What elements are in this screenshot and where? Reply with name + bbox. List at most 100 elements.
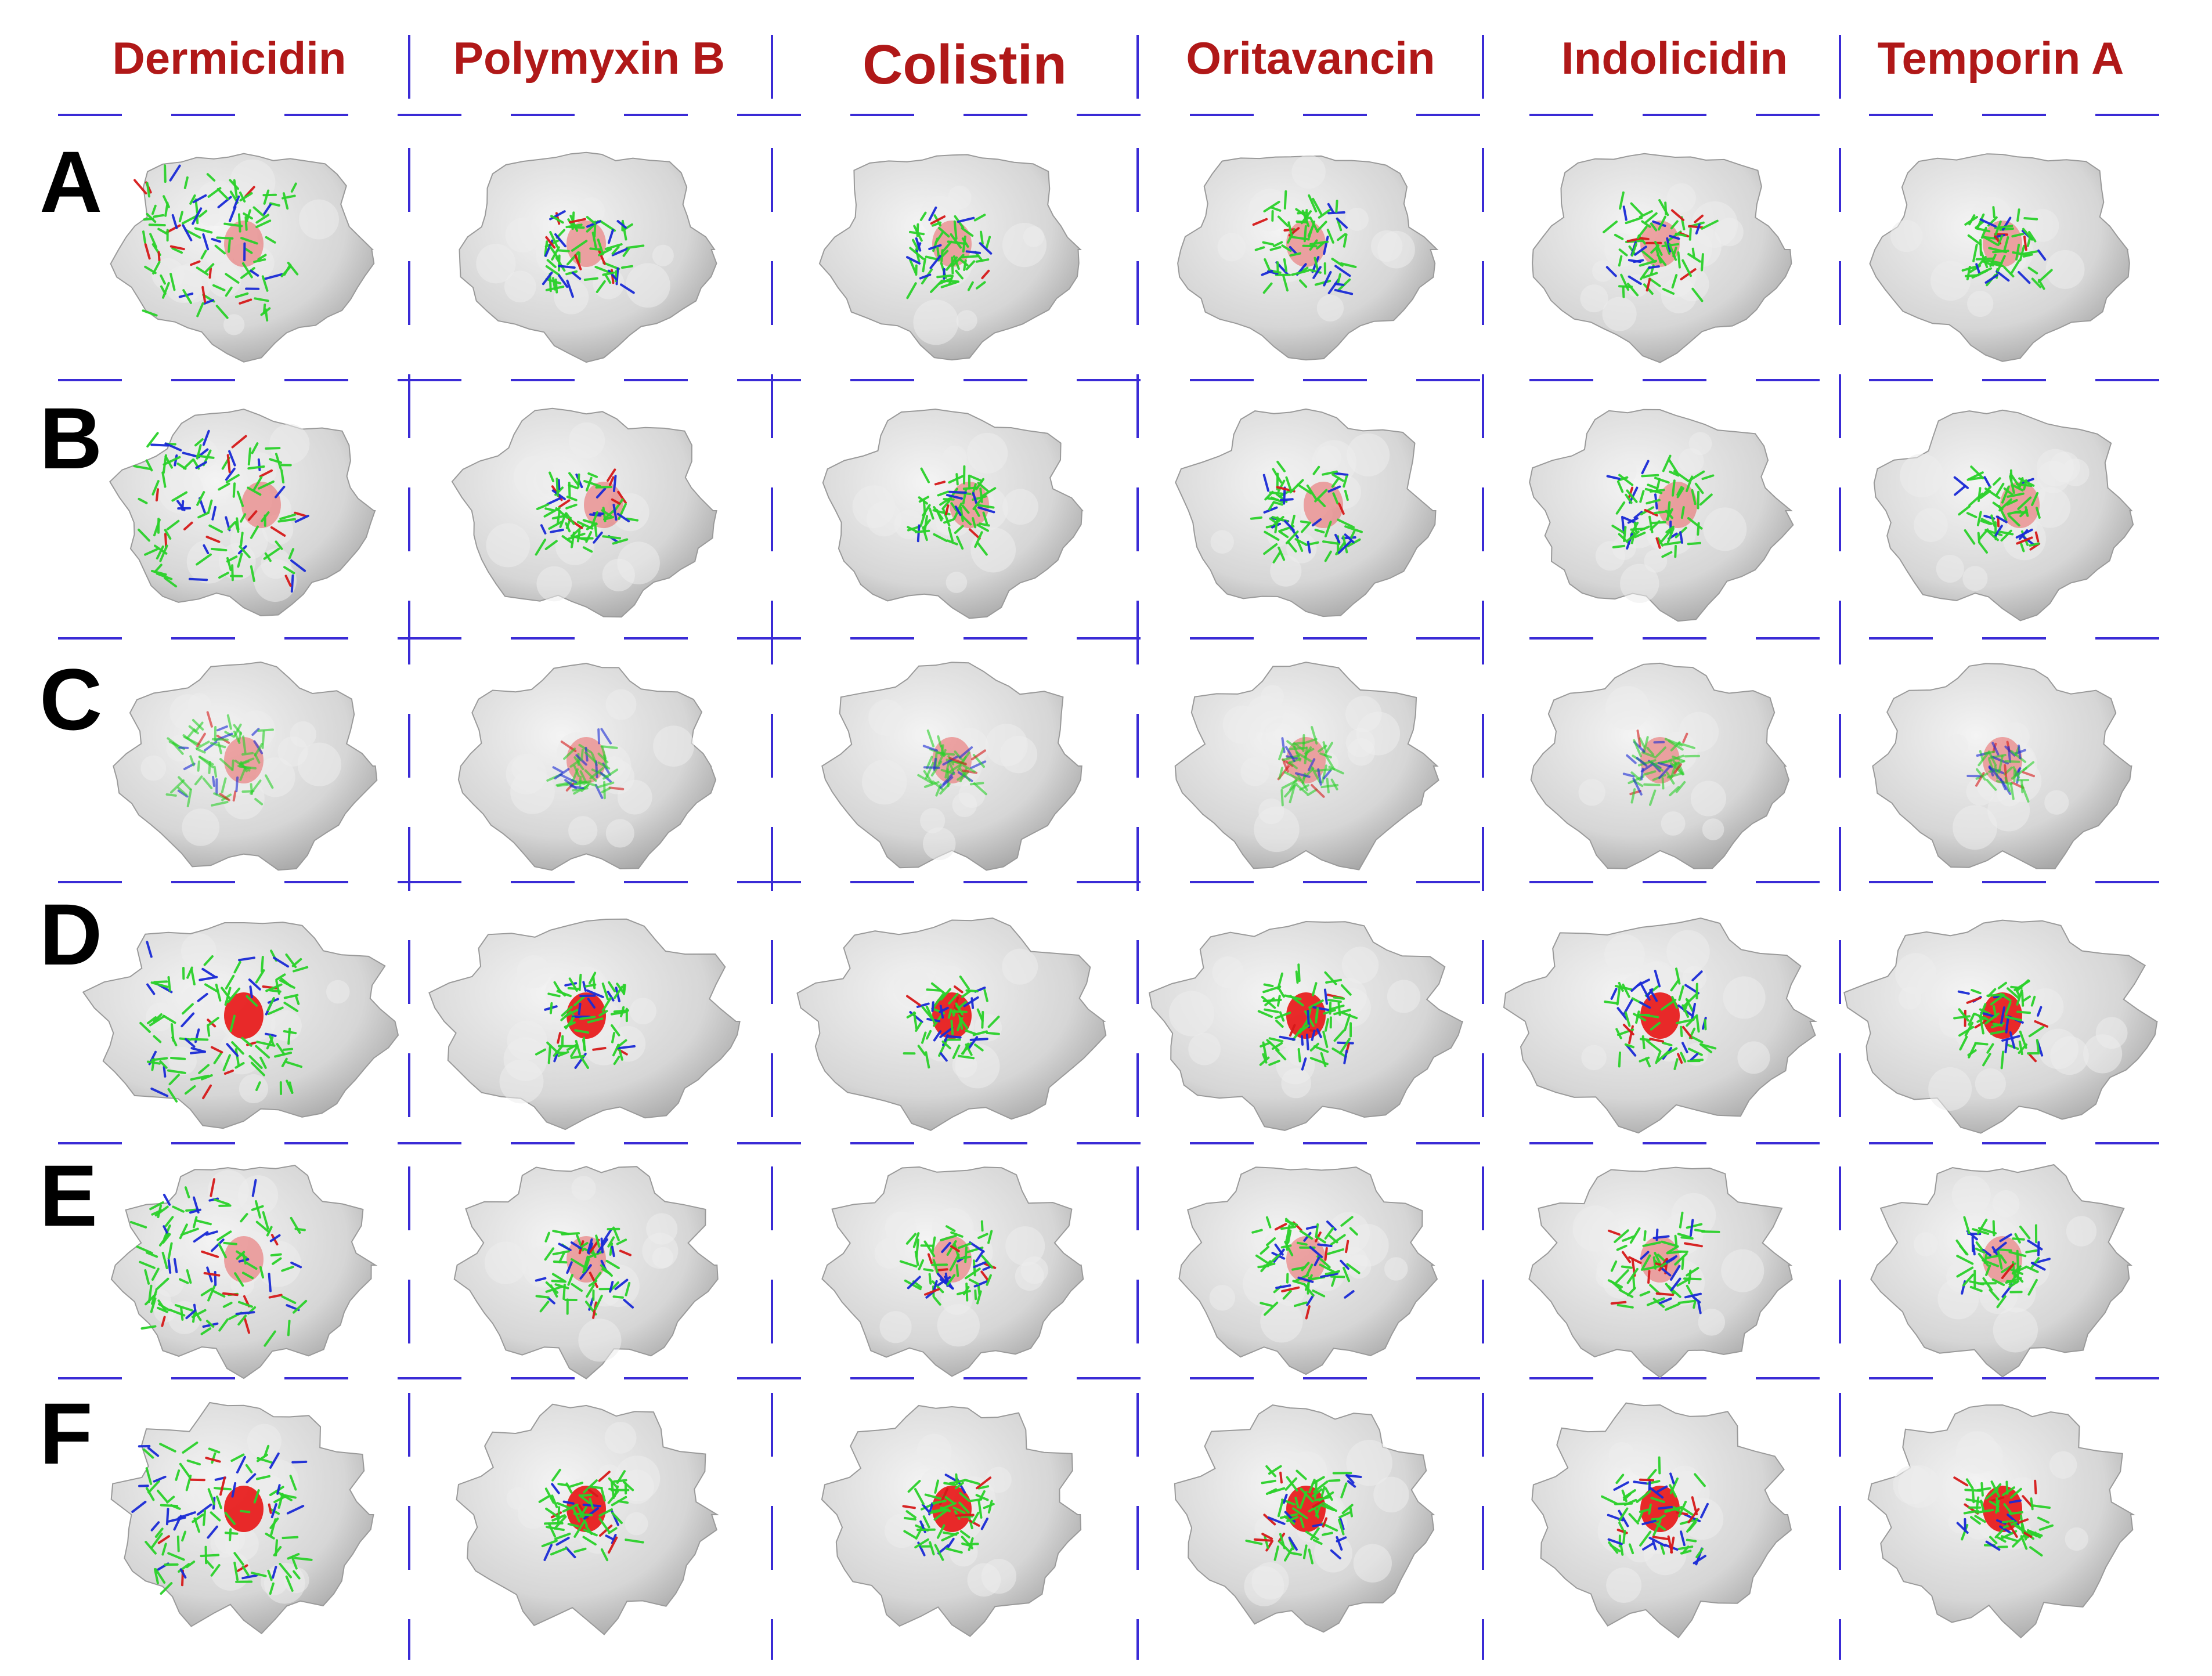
- ligand-bond: [1623, 526, 1627, 543]
- ligand-bond: [1284, 1477, 1298, 1491]
- ligand-bond: [1650, 1497, 1665, 1504]
- ligand-bond: [924, 1288, 940, 1296]
- ligand-bond: [1319, 752, 1332, 758]
- ligand-bond: [208, 1447, 221, 1454]
- ligand-bond: [612, 475, 617, 492]
- ligand-bond: [286, 1505, 305, 1515]
- ligand-bond: [1998, 755, 2004, 774]
- surface-bump: [510, 769, 555, 814]
- ligand-bond: [587, 1489, 598, 1498]
- ligand-bond: [1689, 1219, 1694, 1237]
- ligand-bond: [1633, 1480, 1648, 1485]
- surface-bump: [1966, 777, 1995, 806]
- ligand-bond: [1283, 258, 1288, 272]
- ligand-bond: [2019, 1225, 2031, 1240]
- surface-bump: [1604, 934, 1645, 975]
- row-label-a: A: [39, 133, 103, 230]
- ligand-bond: [571, 532, 575, 548]
- ligand-bond: [982, 511, 988, 525]
- ligand-sticks-icon: [538, 1468, 644, 1562]
- ligand-bond: [182, 1442, 199, 1454]
- ligand-bond: [946, 1225, 956, 1232]
- surface-bump: [517, 955, 550, 989]
- surface-bump: [625, 263, 670, 308]
- ligand-bond: [1649, 1487, 1664, 1499]
- surface-bump: [1946, 734, 1969, 757]
- ligand-bond: [902, 1505, 916, 1509]
- ligand-bond: [544, 1247, 555, 1261]
- ligand-bond: [1314, 529, 1325, 534]
- ligand-bond: [2021, 991, 2025, 1007]
- ligand-bond: [601, 746, 607, 760]
- surface-bump: [1893, 1465, 1932, 1505]
- ligand-bond: [1275, 1284, 1291, 1289]
- ligand-bond: [1650, 1021, 1661, 1031]
- ligand-bond: [166, 1496, 175, 1504]
- ligand-bond: [1641, 460, 1650, 475]
- docking-panel: [1530, 662, 1790, 869]
- ligand-bond: [584, 1258, 590, 1272]
- ligand-bond: [234, 1272, 244, 1287]
- ligand-bond: [1628, 275, 1642, 285]
- ligand-bond: [1316, 1028, 1322, 1038]
- ligand-bond: [918, 1259, 925, 1270]
- ligand-bond: [254, 743, 264, 757]
- ligand-bond: [932, 1280, 944, 1294]
- ligand-bond: [2026, 236, 2031, 247]
- ligand-bond: [572, 1507, 580, 1523]
- surface-bump: [1291, 154, 1326, 189]
- ligand-bond: [151, 204, 157, 215]
- ligand-bond: [151, 480, 160, 496]
- ligand-bond: [138, 528, 150, 542]
- ligand-bond: [1646, 1297, 1665, 1306]
- ligand-bond: [946, 1240, 957, 1256]
- surface-bump: [556, 741, 578, 763]
- ligand-bond: [1284, 520, 1295, 532]
- ligand-bond: [1670, 1265, 1681, 1281]
- surface-bump: [923, 827, 956, 861]
- ligand-bond: [573, 1520, 585, 1538]
- ligand-bond: [240, 532, 244, 547]
- ligand-bond: [1964, 529, 1976, 545]
- ligand-bond: [937, 1268, 948, 1272]
- ligand-bond: [1969, 1280, 1984, 1285]
- ligand-bond: [1626, 754, 1637, 764]
- surface-bump: [1347, 433, 1390, 476]
- ligand-bond: [202, 777, 213, 789]
- ligand-bond: [558, 1242, 572, 1251]
- ligand-bond: [1966, 266, 1971, 281]
- ligand-bond: [1986, 779, 1997, 791]
- ligand-bond: [918, 496, 930, 503]
- ligand-bond: [2007, 1522, 2018, 1538]
- ligand-bond: [545, 286, 565, 291]
- ligand-bond: [262, 203, 272, 216]
- ligand-bond: [969, 1498, 983, 1502]
- ligand-bond: [611, 1245, 615, 1258]
- ligand-bond: [577, 473, 580, 489]
- ligand-bond: [987, 1500, 993, 1514]
- ligand-bond: [1636, 729, 1641, 747]
- ligand-bond: [1280, 1226, 1297, 1230]
- ligand-bond: [285, 1575, 294, 1592]
- ligand-bond: [2010, 750, 2027, 763]
- ligand-bond: [1639, 1001, 1651, 1009]
- ligand-bond: [160, 1504, 179, 1508]
- ligand-bond: [1614, 1229, 1629, 1243]
- ligand-bond: [1649, 761, 1663, 772]
- ligand-bond: [254, 297, 269, 302]
- ligand-bond: [916, 1002, 930, 1008]
- ligand-bond: [929, 255, 941, 269]
- ligand-bond: [267, 1569, 273, 1581]
- surface-bump: [505, 218, 540, 253]
- ligand-bond: [1684, 1292, 1702, 1299]
- ligand-bond: [159, 544, 168, 562]
- ligand-bond: [200, 1327, 212, 1335]
- ligand-bond: [1666, 1245, 1679, 1254]
- ligand-bond: [1343, 233, 1348, 248]
- ligand-bond: [1958, 505, 1971, 516]
- ligand-bond: [1974, 1042, 1989, 1046]
- ligand-bond: [212, 284, 226, 291]
- ligand-bond: [269, 1234, 281, 1242]
- surface-bump: [1605, 686, 1650, 730]
- ligand-bond: [2030, 1497, 2034, 1511]
